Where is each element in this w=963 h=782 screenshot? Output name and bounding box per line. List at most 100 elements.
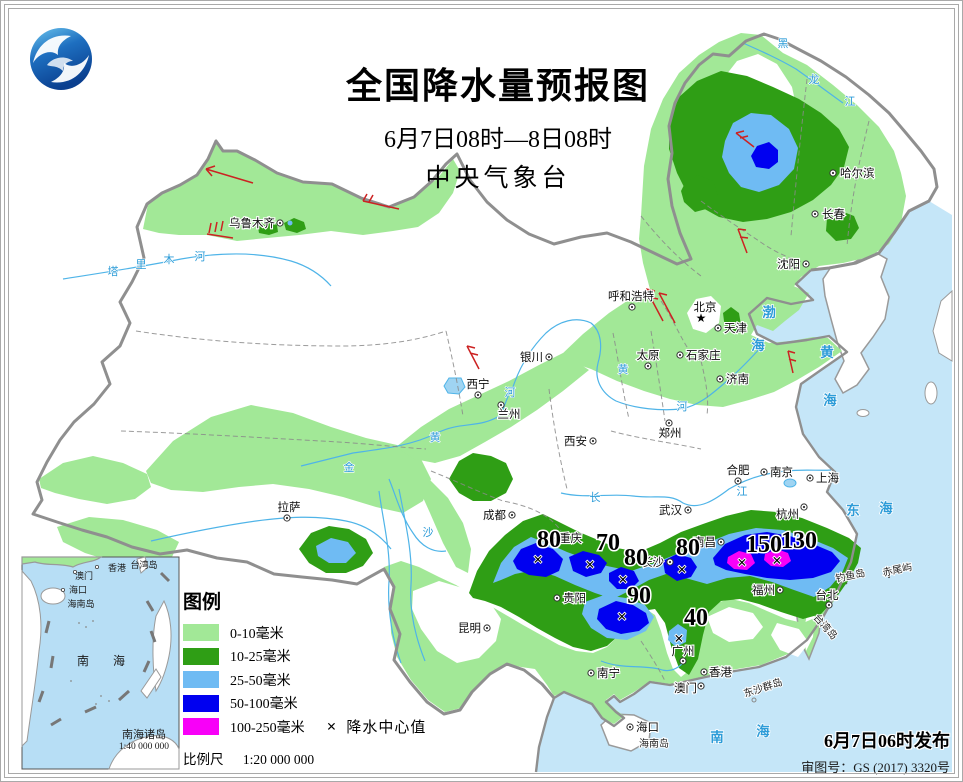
- river-label: 河: [505, 386, 516, 399]
- legend-swatch: [183, 718, 219, 736]
- city-marker-dot: [831, 171, 835, 175]
- legend-swatch: [183, 647, 219, 665]
- city-marker-dot: [804, 262, 808, 266]
- island-label: 海南岛: [639, 737, 669, 750]
- map-scale: 比例尺 1:20 000 000: [183, 748, 426, 768]
- city-label: 兰州: [498, 408, 521, 421]
- city-label: 上海: [816, 471, 839, 485]
- title-block: 全国降水量预报图 6月7日08时—8日08时 中央气象台: [263, 57, 733, 194]
- river-label: 黑: [778, 37, 789, 50]
- city-label: 合肥: [727, 463, 750, 477]
- city-label: 乌鲁木齐: [229, 216, 275, 230]
- scale-value: 1:20 000 000: [242, 751, 315, 767]
- precip-center-label: 降水中心值: [346, 720, 427, 737]
- japan-islands: [932, 289, 953, 362]
- city-label: 长春: [822, 208, 845, 221]
- inset-vietnam: [21, 569, 42, 748]
- legend-title: 图例: [183, 592, 222, 613]
- inset-borneo: [108, 735, 180, 770]
- city-label: 哈尔滨: [840, 166, 875, 180]
- city-label: 南昌: [693, 535, 716, 549]
- river-label: 木: [164, 253, 175, 266]
- inset-label: 南: [77, 653, 89, 668]
- city-label: 贵阳: [563, 592, 586, 605]
- city-label: 杭州: [776, 507, 799, 521]
- precip-center-cross: ×: [533, 550, 543, 569]
- river-name-labels: 黄河黄河长 江塔里木河金沙黑龙江: [107, 36, 856, 539]
- forecast-period: 6月7日08时—8日08时: [384, 127, 612, 153]
- inset-taiwan: [136, 556, 149, 574]
- city-marker-dot: [813, 212, 817, 216]
- city-marker-dot: [547, 355, 551, 359]
- river-label: 沙: [423, 526, 434, 539]
- city-marker-dot: [285, 516, 289, 520]
- agency-name: 中央气象台: [425, 165, 571, 192]
- scale-label: 比例尺: [183, 751, 224, 767]
- inset-city-dot: [73, 570, 78, 575]
- river-label: 长: [590, 491, 601, 504]
- city-label: 南宁: [597, 666, 620, 680]
- city-marker-dot: [719, 540, 723, 544]
- qinghai-lake: [443, 377, 466, 395]
- city-markers-and-labels: 乌鲁木齐哈尔滨长春沈阳呼和浩特★北京天津石家庄太原济南银川西宁兰州西安郑州合肥南…: [228, 165, 876, 735]
- precip-center-value: 80: [537, 527, 561, 553]
- precip-center-symbol: ×: [326, 716, 337, 736]
- river-label: 河: [195, 250, 206, 263]
- city-label: 海口: [636, 720, 659, 734]
- city-label: 福州: [752, 583, 775, 597]
- inset-label: 台湾岛: [130, 559, 157, 570]
- city-marker-dot: [499, 403, 503, 407]
- inset-mainland-coast: [21, 556, 103, 568]
- city-label: 重庆: [559, 531, 582, 545]
- precip-center-value: 80: [676, 535, 700, 561]
- sea-label: 南: [710, 729, 724, 745]
- precipitation-center-values: ×80×70×80 ×80×150×130×90×40: [532, 526, 818, 649]
- city-label: 台北: [816, 588, 839, 602]
- legend-item: 0-10毫米: [183, 621, 426, 645]
- city-marker-dot: [699, 684, 703, 688]
- legend-items: 0-10毫米 10-25毫米 25-50毫米 50-100毫米 100-250毫米 × 降水…: [183, 621, 426, 739]
- legend-swatch: [183, 624, 219, 642]
- city-label: 银川: [520, 350, 543, 364]
- city-label: 呼和浩特: [608, 289, 654, 303]
- legend-item: 100-250毫米 × 降水中心值: [183, 715, 426, 739]
- inset-label: 香港: [108, 562, 126, 573]
- city-marker-dot: [552, 536, 556, 540]
- precip-center-value: 150: [746, 532, 782, 558]
- city-label: 澳门: [674, 681, 697, 695]
- river-label: 塔: [108, 265, 119, 278]
- sea-label: 海: [756, 723, 770, 739]
- inset-label: 海: [113, 653, 125, 668]
- river-label: 河: [677, 400, 688, 413]
- precip-center-cross: ×: [618, 570, 628, 589]
- inset-label: 海南岛: [67, 598, 94, 609]
- inset-label: 南海诸岛: [122, 727, 166, 741]
- japan-island-small: [924, 381, 938, 405]
- precip-center-cross: ×: [737, 553, 747, 572]
- city-label: 天津: [724, 322, 747, 335]
- korea-peninsula: [822, 250, 890, 395]
- city-marker-dot: [718, 377, 722, 381]
- inset-philippines: [152, 599, 172, 693]
- sea-label: 海: [879, 500, 893, 516]
- inset-dash-line: [37, 571, 171, 727]
- river-label: 江: [737, 485, 748, 498]
- city-marker-dot: [646, 364, 650, 368]
- inset-city-dot: [95, 565, 100, 570]
- precip-center-cross: ×: [677, 560, 687, 579]
- city-label: 沈阳: [777, 257, 800, 271]
- capital-star-marker: ★: [696, 311, 707, 325]
- city-marker-dot: [278, 221, 282, 225]
- legend-center-value: × 降水中心值: [327, 716, 427, 737]
- city-marker-dot: [668, 560, 672, 564]
- city-marker-dot: [630, 305, 634, 309]
- inset-label: 海口: [69, 584, 87, 595]
- city-label: 石家庄: [686, 348, 721, 362]
- map-approval-number: 审图号：GS (2017) 3320号: [801, 760, 950, 775]
- legend: 图例 0-10毫米 10-25毫米 25-50毫米 50-100毫米 100-250毫米…: [183, 587, 426, 768]
- city-marker-dot: [736, 479, 740, 483]
- tai-lake: [783, 478, 797, 488]
